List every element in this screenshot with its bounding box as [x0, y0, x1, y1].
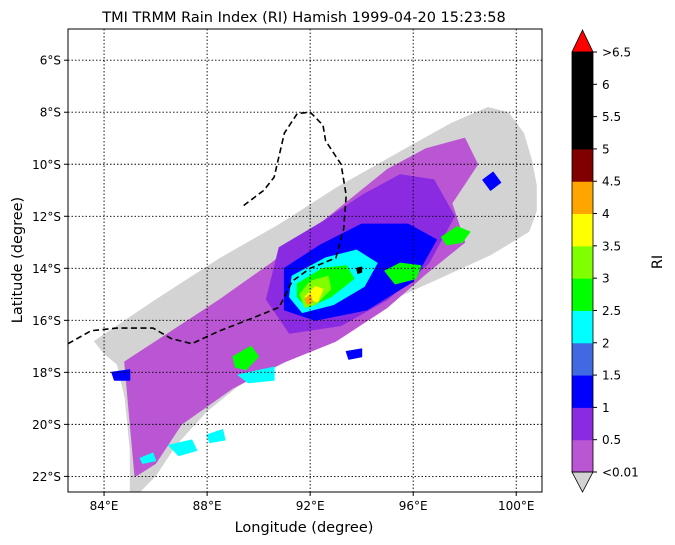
- colorbar-tick-label: 1: [602, 401, 610, 415]
- colorbar-segment: [572, 84, 593, 118]
- storm-track-line: [68, 111, 348, 345]
- colorbar-label: RI: [650, 255, 666, 269]
- colorbar-frame: [571, 51, 594, 473]
- colorbar-segment: [572, 116, 593, 150]
- y-axis-label: Latitude (degree): [10, 197, 26, 323]
- y-tick-label: 8°S: [40, 106, 61, 120]
- colorbar-segment: [572, 439, 593, 473]
- colorbar-segment: [572, 148, 593, 182]
- colorbar-segment: [572, 52, 593, 85]
- colorbar-segment: [572, 213, 593, 247]
- colorbar-tick-label: 5.5: [602, 110, 621, 124]
- rain-region: [356, 266, 363, 274]
- x-axis-ticks: 84°E 88°E 92°E 96°E 100°E: [90, 492, 535, 513]
- colorbar-tick-label: >6.5: [602, 46, 631, 60]
- colorbar-tick-label: 2: [602, 336, 610, 350]
- grid-lines: [68, 29, 542, 492]
- plot-area: [68, 29, 542, 492]
- colorbar-tick-label: 4.5: [602, 175, 621, 189]
- colorbar-extend-over: [571, 29, 594, 53]
- colorbar-tick-label: 1.5: [602, 369, 621, 383]
- x-tick-label: 96°E: [399, 499, 428, 513]
- rain-region: [304, 293, 314, 306]
- y-tick-label: 22°S: [32, 470, 61, 484]
- colorbar-segment: [572, 245, 593, 279]
- colorbar-segment: [572, 407, 593, 441]
- x-axis-label: Longitude (degree): [235, 520, 374, 536]
- chart-title: TMI TRMM Rain Index (RI) Hamish 1999-04-…: [101, 10, 505, 26]
- y-tick-label: 18°S: [32, 366, 61, 380]
- colorbar-tick-label: 6: [602, 78, 610, 92]
- y-axis-ticks: 6°S 8°S 10°S 12°S 14°S 16°S 18°S 20°S 22°S: [32, 54, 68, 484]
- colorbar-tick-label: 3: [602, 272, 610, 286]
- rain-region: [345, 348, 363, 360]
- y-tick-label: 14°S: [32, 262, 61, 276]
- colorbar-segment: [572, 310, 593, 344]
- y-tick-label: 10°S: [32, 158, 61, 172]
- rain-region: [111, 369, 131, 381]
- colorbar-segment: [572, 375, 593, 408]
- rain-region: [232, 345, 260, 371]
- rain-region: [168, 439, 198, 457]
- rain-region: [441, 226, 471, 246]
- x-tick-label: 92°E: [296, 499, 325, 513]
- colorbar-tick-label: 3.5: [602, 239, 621, 253]
- y-tick-label: 12°S: [32, 210, 61, 224]
- colorbar-tick-label: 4: [602, 207, 610, 221]
- axes-frame: [67, 28, 543, 493]
- x-tick-label: 84°E: [90, 499, 119, 513]
- colorbar-tick-label: 5: [602, 142, 610, 156]
- colorbar: <0.01 0.5 1 1.5 2 2.5 3 3.5 4 4.5 5 5.5 6 >6.5: [571, 29, 639, 493]
- colorbar-segment: [572, 342, 593, 376]
- rain-index-layer: [111, 137, 502, 477]
- x-tick-label: 88°E: [193, 499, 222, 513]
- colorbar-extend-under: [571, 471, 594, 493]
- colorbar-tick-label: 0.5: [602, 433, 621, 447]
- rain-region: [237, 366, 275, 384]
- colorbar-segment: [572, 278, 593, 311]
- colorbar-tick-label: 2.5: [602, 304, 621, 318]
- x-tick-label: 100°E: [498, 499, 535, 513]
- rain-region: [206, 429, 226, 444]
- y-tick-label: 20°S: [32, 418, 61, 432]
- colorbar-segment: [572, 181, 593, 215]
- colorbar-tick-label: <0.01: [602, 466, 639, 480]
- y-tick-label: 6°S: [40, 54, 61, 68]
- y-tick-label: 16°S: [32, 314, 61, 328]
- rain-region: [139, 452, 157, 464]
- rain-region: [482, 171, 502, 191]
